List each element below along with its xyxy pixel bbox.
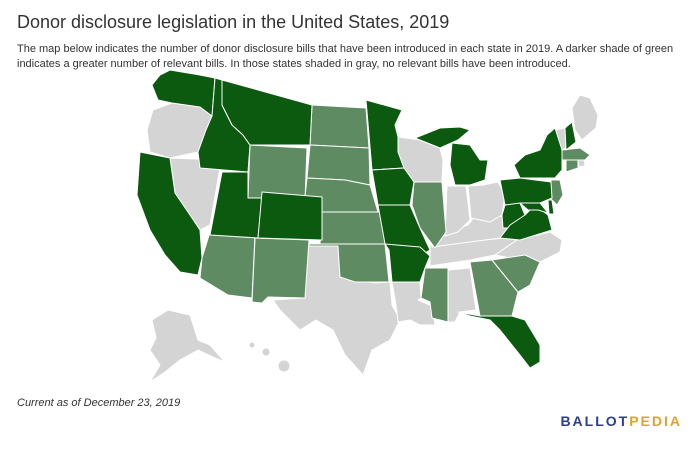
state-ny [513,127,563,179]
state-al [447,267,477,323]
state-ks [319,211,386,245]
state-wa [151,69,216,117]
state-nh [564,121,577,151]
state-ca [136,151,203,276]
state-ar [384,243,431,283]
state-wy [247,144,308,201]
state-ak [149,309,226,383]
state-mn [365,99,405,171]
state-la [391,281,436,326]
state-ga [469,259,519,317]
footnote: Current as of December 23, 2019 [17,397,181,409]
state-mi-lower [449,142,489,186]
ballotpedia-logo: BALLOTPEDIA [560,413,682,429]
state-ct [565,159,579,173]
state-co [257,191,323,241]
logo-part-ballot: BALLOT [560,413,630,429]
state-mi-upper [414,126,471,149]
state-az [199,231,256,299]
state-hi-3 [277,359,291,373]
state-hi-2 [261,347,271,357]
map-title: Donor disclosure legislation in the Unit… [17,12,450,32]
state-hi-1 [248,341,256,349]
state-fl [457,311,541,369]
state-sc [491,254,541,293]
state-pa [499,177,553,206]
map-description: The map below indicates the number of do… [17,43,674,70]
state-oh [467,181,506,223]
logo-part-pedia: PEDIA [629,413,682,429]
state-me [571,94,599,141]
state-ok [308,243,390,283]
state-ms [420,267,449,323]
state-de [547,199,555,215]
state-mt [221,79,313,146]
state-nd [309,104,370,149]
state-ia [371,167,415,206]
state-il [411,181,447,249]
state-md [519,202,549,214]
state-nm [251,237,310,304]
